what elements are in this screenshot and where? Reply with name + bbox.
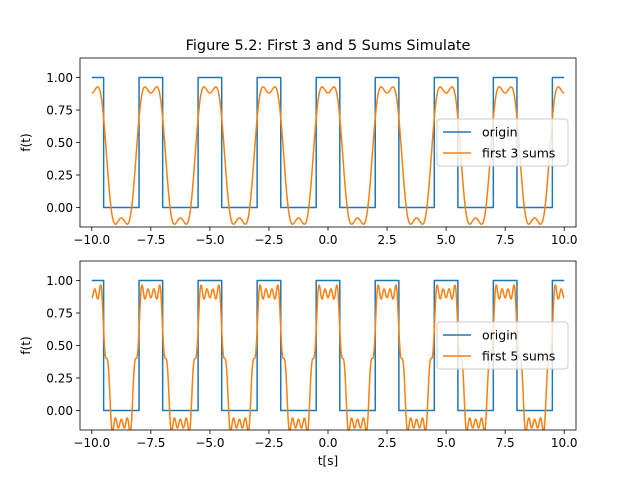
series-line-first-3-sums	[91, 86, 565, 225]
y-tick-label: 0.50	[46, 136, 73, 150]
x-tick-label: 10.0	[551, 233, 578, 247]
x-tick-label: −7.5	[136, 233, 165, 247]
x-tick-label: 5.0	[437, 436, 456, 450]
subplot-bottom: −10.0 −7.5 −5.0 −2.5 0.0 2.5 5.0 7.5 10.0 0.00 0.2…	[19, 260, 578, 468]
legend: origin first 3 sums	[436, 118, 569, 167]
x-tick-label: −10.0	[73, 436, 110, 450]
y-axis-label: f(t)	[19, 336, 33, 354]
x-tick-label: −5.0	[195, 436, 224, 450]
x-tick-label: 0.0	[318, 233, 337, 247]
series-line-first-5-sums	[91, 284, 565, 430]
chart-title: Figure 5.2: First 3 and 5 Sums Simulate	[186, 38, 471, 54]
y-tick-label: 0.75	[46, 307, 73, 321]
x-axis-label: t[s]	[318, 454, 338, 468]
x-tick-label: 10.0	[551, 436, 578, 450]
y-tick-label: 0.00	[46, 201, 73, 215]
x-tick-label: 0.0	[318, 436, 337, 450]
subplot-top: −10.0 −7.5 −5.0 −2.5 0.0 2.5 5.0 7.5 10.0 0.00 0.2…	[19, 57, 578, 247]
y-tick-label: 0.25	[46, 372, 73, 386]
x-tick-label: −2.5	[254, 436, 283, 450]
legend-label: first 5 sums	[482, 349, 555, 364]
x-tick-label: 5.0	[437, 233, 456, 247]
y-tick-label: 0.75	[46, 104, 73, 118]
y-axis-label: f(t)	[19, 133, 33, 151]
x-tick-label: 2.5	[378, 436, 397, 450]
y-tick-label: 1.00	[46, 274, 73, 288]
x-tick-label: −5.0	[195, 233, 224, 247]
legend-label: origin	[482, 328, 518, 343]
y-tick-label: 0.00	[46, 404, 73, 418]
y-tick-label: 0.50	[46, 339, 73, 353]
legend: origin first 5 sums	[436, 321, 569, 370]
legend-label: origin	[482, 125, 518, 140]
x-tick-label: −7.5	[136, 436, 165, 450]
y-tick-label: 0.25	[46, 169, 73, 183]
x-tick-label: 2.5	[378, 233, 397, 247]
y-tick-label: 1.00	[46, 71, 73, 85]
x-tick-label: −2.5	[254, 233, 283, 247]
x-tick-label: 7.5	[496, 436, 515, 450]
x-tick-label: 7.5	[496, 233, 515, 247]
x-tick-label: −10.0	[73, 233, 110, 247]
legend-label: first 3 sums	[482, 146, 555, 161]
